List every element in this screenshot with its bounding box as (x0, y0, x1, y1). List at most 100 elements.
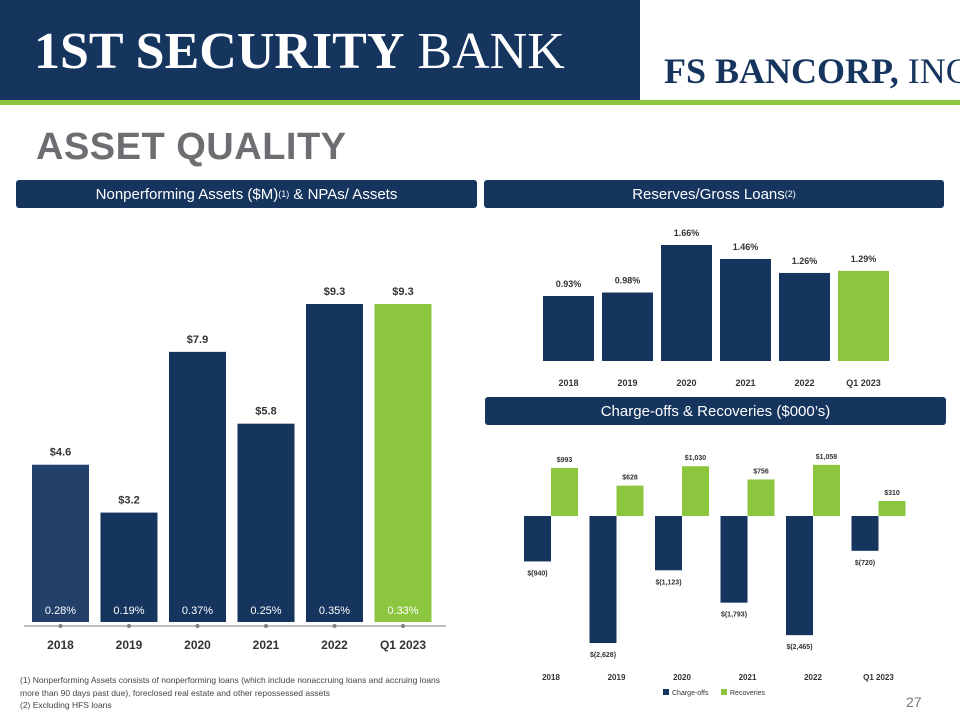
chargeoff-value-label: $(1,123) (655, 579, 681, 586)
footnotes: (1) Nonperforming Assets consists of non… (20, 674, 460, 712)
chargeoffs-category-label: 2019 (608, 673, 626, 682)
chargeoffs-category-label: 2018 (542, 673, 560, 682)
npa-bar (237, 423, 295, 622)
page-number: 27 (906, 694, 922, 710)
npa-ratio-label: 0.35% (319, 605, 350, 617)
npa-ratio-label: 0.19% (113, 605, 144, 617)
npa-ratio-label: 0.25% (250, 605, 281, 617)
legend-swatch-recoveries (721, 689, 727, 695)
chargeoff-value-label: $(1,793) (721, 612, 747, 619)
chargeoff-bar (786, 516, 813, 636)
npa-title: Nonperforming Assets ($M) (95, 185, 279, 203)
npa-bar (32, 464, 89, 622)
chargeoff-value-label: $(940) (527, 570, 547, 577)
chargeoffs-category-label: Q1 2023 (863, 673, 894, 682)
reserves-category-label: 2018 (558, 378, 578, 388)
legend-label-recoveries: Recoveries (730, 690, 766, 697)
reserves-bar (779, 272, 830, 361)
recovery-bar (813, 464, 840, 516)
recovery-bar (616, 485, 644, 516)
npa-title-sup: (1) (278, 189, 290, 199)
npa-section-header: Nonperforming Assets ($M) (1) & NPAs/ Ass… (16, 180, 477, 208)
reserves-value-label: 1.26% (792, 256, 818, 266)
npa-ratio-label: 0.33% (387, 605, 418, 617)
header-banner (0, 0, 640, 100)
reserves-category-label: 2021 (735, 378, 755, 388)
legend-label-chargeoffs: Charge-offs (672, 690, 709, 697)
npa-ratio-label: 0.28% (45, 605, 76, 617)
chargeoffs-category-label: 2020 (673, 673, 691, 682)
npa-value-label: $4.6 (50, 447, 71, 459)
recovery-value-label: $628 (622, 475, 638, 482)
recovery-bar (682, 466, 709, 516)
chargeoff-bar (851, 516, 879, 551)
recovery-bar (747, 479, 775, 516)
reserves-bar (543, 296, 594, 361)
parent-suffix: INC. (907, 51, 960, 91)
recovery-value-label: $993 (557, 457, 573, 464)
chargeoff-bar (589, 516, 617, 644)
page-title: ASSET QUALITY (36, 126, 347, 168)
recovery-value-label: $756 (753, 468, 769, 475)
reserves-bar (602, 292, 653, 361)
recovery-value-label: $1,030 (685, 455, 707, 462)
npa-value-label: $5.8 (255, 406, 276, 418)
npa-bar (306, 304, 363, 622)
npa-category-label: 2019 (116, 638, 143, 652)
reserves-title-sup: (2) (784, 189, 796, 199)
bank-name-second: BANK (417, 23, 565, 80)
bank-logo: 1ST SECURITY BANK (34, 22, 565, 81)
chargeoffs-category-label: 2022 (804, 673, 822, 682)
reserves-value-label: 0.93% (556, 279, 582, 289)
npa-bar (374, 304, 432, 622)
npa-bar (169, 351, 226, 622)
reserves-section-header: Reserves/Gross Loans (2) (484, 180, 944, 208)
recovery-bar (878, 501, 906, 516)
recovery-bar (551, 468, 578, 516)
reserves-value-label: 0.98% (615, 276, 641, 286)
parent-name: FS BANCORP, (664, 51, 899, 91)
npa-category-label: 2020 (184, 638, 211, 652)
npa-bar (100, 512, 158, 622)
chargeoff-value-label: $(720) (855, 560, 875, 567)
parent-logo: FS BANCORP, INC. (664, 50, 960, 92)
reserves-title: Reserves/Gross Loans (632, 185, 785, 203)
chargeoffs-category-label: 2021 (739, 673, 757, 682)
npa-value-label: $9.3 (324, 286, 345, 298)
reserves-category-label: 2019 (617, 378, 637, 388)
chargeoff-bar (655, 516, 682, 571)
reserves-category-label: 2022 (794, 378, 814, 388)
reserves-bar (838, 270, 889, 361)
npa-category-label: 2018 (47, 638, 74, 652)
header-accent-stripe (0, 100, 960, 105)
npa-category-label: 2022 (321, 638, 348, 652)
reserves-bar (661, 245, 712, 361)
reserves-value-label: 1.46% (733, 242, 759, 252)
reserves-category-label: 2020 (676, 378, 696, 388)
reserves-bar (720, 258, 771, 361)
npa-value-label: $9.3 (392, 286, 413, 298)
reserves-value-label: 1.66% (674, 228, 700, 238)
footnote-2: (2) Excluding HFS loans (20, 700, 112, 710)
chargeoffs-section-header: Charge-offs & Recoveries ($000’s) (485, 397, 946, 425)
header-logo-area (640, 0, 960, 100)
npa-ratio-label: 0.37% (182, 605, 213, 617)
footnote-1: (1) Nonperforming Assets consists of non… (20, 675, 441, 698)
npa-value-label: $7.9 (187, 334, 208, 346)
bank-name-first: 1ST SECURITY (34, 23, 405, 80)
chargeoff-bar (720, 516, 748, 603)
chargeoff-bar (524, 516, 551, 562)
reserves-value-label: 1.29% (851, 254, 877, 264)
reserves-category-label: Q1 2023 (846, 378, 881, 388)
npa-title-tail: & NPAs/ Assets (289, 185, 398, 203)
legend-swatch-chargeoffs (663, 689, 669, 695)
recovery-value-label: $310 (884, 490, 900, 497)
npa-category-label: 2021 (253, 638, 280, 652)
recovery-value-label: $1,058 (816, 454, 838, 461)
npa-category-label: Q1 2023 (380, 638, 426, 652)
chargeoffs-title: Charge-offs & Recoveries ($000’s) (600, 402, 831, 420)
chargeoff-value-label: $(2,465) (786, 644, 812, 651)
npa-value-label: $3.2 (118, 495, 139, 507)
chargeoff-value-label: $(2,628) (590, 652, 616, 659)
